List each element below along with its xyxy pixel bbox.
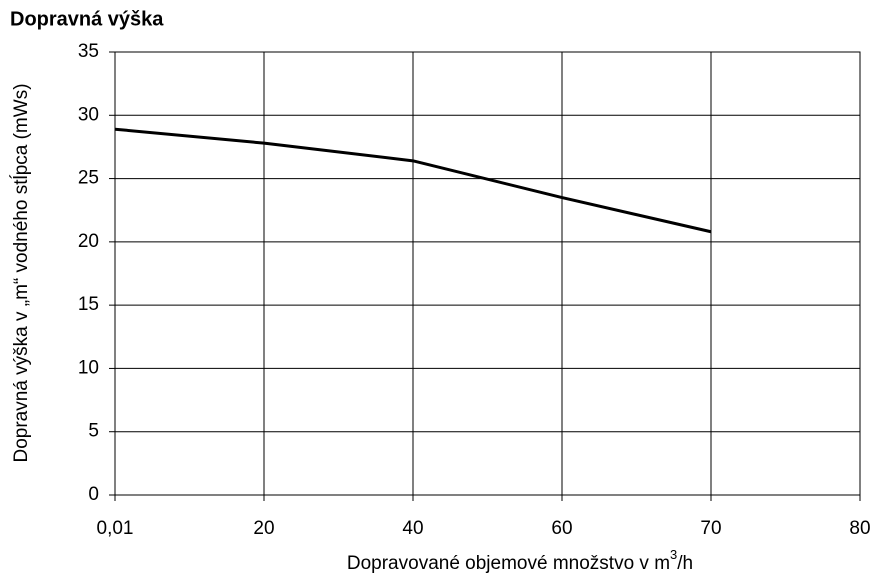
x-axis-label-part: Dopravované objemové množstvo v m	[347, 553, 670, 574]
y-tick-label: 35	[78, 41, 99, 62]
y-tick-label: 25	[78, 168, 99, 189]
x-axis-label-sup: 3	[670, 547, 677, 562]
y-tick-label: 5	[88, 421, 99, 442]
y-axis-label: Dopravná výška v „m“ vodného stĺpca (mWs…	[10, 83, 32, 462]
plot-frame	[114, 51, 861, 496]
y-tick-label: 20	[78, 231, 99, 252]
y-tick-label: 10	[78, 357, 99, 378]
x-tick-label: 60	[551, 518, 572, 539]
x-tick-label: 80	[849, 518, 870, 539]
x-tick-label: 70	[700, 518, 721, 539]
line-series	[114, 127, 712, 234]
y-tick-label: 0	[88, 484, 99, 505]
y-tick-label: 15	[78, 294, 99, 315]
x-axis-label: Dopravované objemové množstvo v m3/h	[347, 547, 693, 574]
y-tick-label: 30	[78, 104, 99, 125]
x-tick-label: 0,01	[97, 518, 134, 539]
x-axis-label-part: /h	[677, 553, 693, 574]
chart-title: Dopravná výška	[10, 8, 164, 30]
x-tick-label: 40	[402, 518, 423, 539]
x-tick-label: 20	[253, 518, 274, 539]
